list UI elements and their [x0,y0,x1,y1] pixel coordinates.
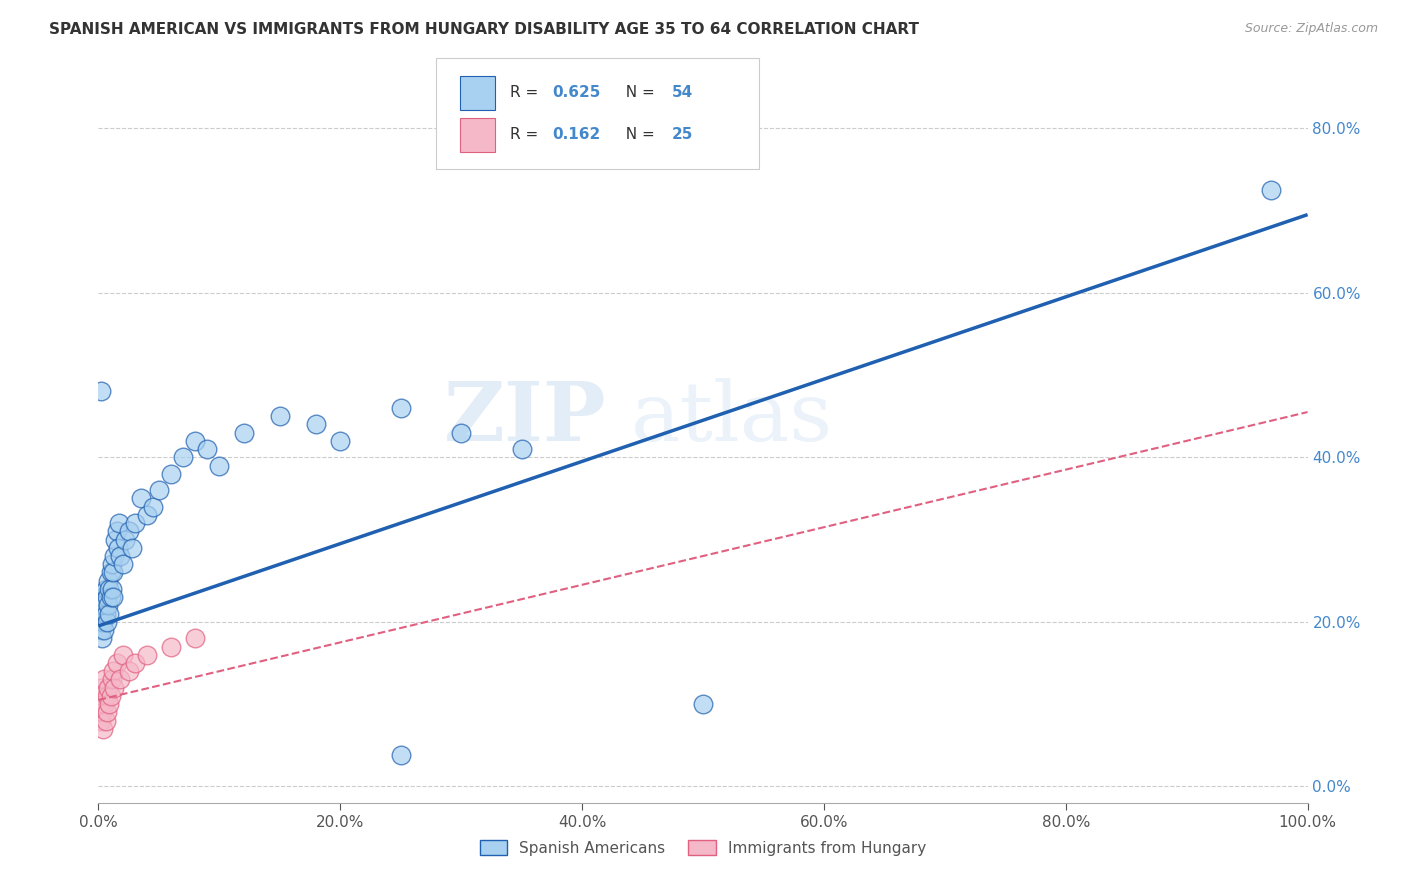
Point [103,681,125,695]
Point [96,615,118,629]
Point [98,607,121,621]
Point [91,632,114,646]
Point [114,533,136,547]
Point [100,558,122,572]
Text: R =: R = [510,86,544,100]
Text: 25: 25 [672,128,693,142]
Point [98,697,121,711]
Point [160,640,183,654]
Text: N =: N = [616,128,659,142]
Point [1260,183,1282,197]
Point [91,590,114,604]
Point [98,582,121,596]
Point [96,706,118,720]
Point [90,681,112,695]
Point [692,697,714,711]
Point [91,722,114,736]
Point [100,673,122,687]
Point [94,714,117,728]
Point [172,450,194,465]
Point [103,549,125,563]
Point [450,425,472,440]
Point [91,706,114,720]
Point [93,673,115,687]
Text: 0.162: 0.162 [553,128,600,142]
Point [108,516,131,530]
Point [93,599,115,613]
Point [105,524,128,539]
Point [101,566,124,580]
Point [118,524,141,539]
Point [100,566,122,580]
Point [108,549,131,563]
Point [91,607,114,621]
Point [100,582,122,596]
Point [389,748,412,763]
Point [124,656,146,670]
Point [89,615,111,629]
Point [121,541,143,555]
Point [184,434,207,448]
Point [104,533,127,547]
Point [107,541,129,555]
Point [97,574,120,588]
Point [90,623,112,637]
Point [91,615,114,629]
Text: Source: ZipAtlas.com: Source: ZipAtlas.com [1244,22,1378,36]
Text: SPANISH AMERICAN VS IMMIGRANTS FROM HUNGARY DISABILITY AGE 35 TO 64 CORRELATION : SPANISH AMERICAN VS IMMIGRANTS FROM HUNG… [49,22,920,37]
Point [269,409,291,424]
Point [111,558,134,572]
Point [208,458,231,473]
Legend: Spanish Americans, Immigrants from Hungary: Spanish Americans, Immigrants from Hunga… [474,834,932,862]
Text: N =: N = [616,86,659,100]
Point [90,384,112,399]
Point [184,632,207,646]
Point [94,607,117,621]
Point [91,689,114,703]
Point [160,467,183,481]
Point [118,664,141,678]
Point [148,483,170,498]
Point [389,401,412,415]
Point [101,664,124,678]
Point [108,673,131,687]
Point [89,697,111,711]
Point [90,599,112,613]
Point [93,697,115,711]
Point [93,623,115,637]
Point [100,689,122,703]
Point [97,599,120,613]
Point [129,491,152,506]
Text: 0.625: 0.625 [553,86,600,100]
Point [101,590,124,604]
Point [124,516,146,530]
Point [97,681,120,695]
Text: R =: R = [510,128,548,142]
Point [135,508,157,522]
Point [510,442,533,456]
Point [305,417,328,432]
Point [100,590,122,604]
Point [111,648,134,662]
Point [329,434,352,448]
Point [96,590,118,604]
Point [105,656,128,670]
Point [142,500,165,514]
Text: atlas: atlas [630,378,832,458]
Point [96,689,118,703]
Point [94,582,117,596]
Point [90,714,112,728]
Point [135,648,157,662]
Text: 54: 54 [672,86,693,100]
Point [195,442,218,456]
Point [232,425,254,440]
Text: ZIP: ZIP [444,378,606,458]
